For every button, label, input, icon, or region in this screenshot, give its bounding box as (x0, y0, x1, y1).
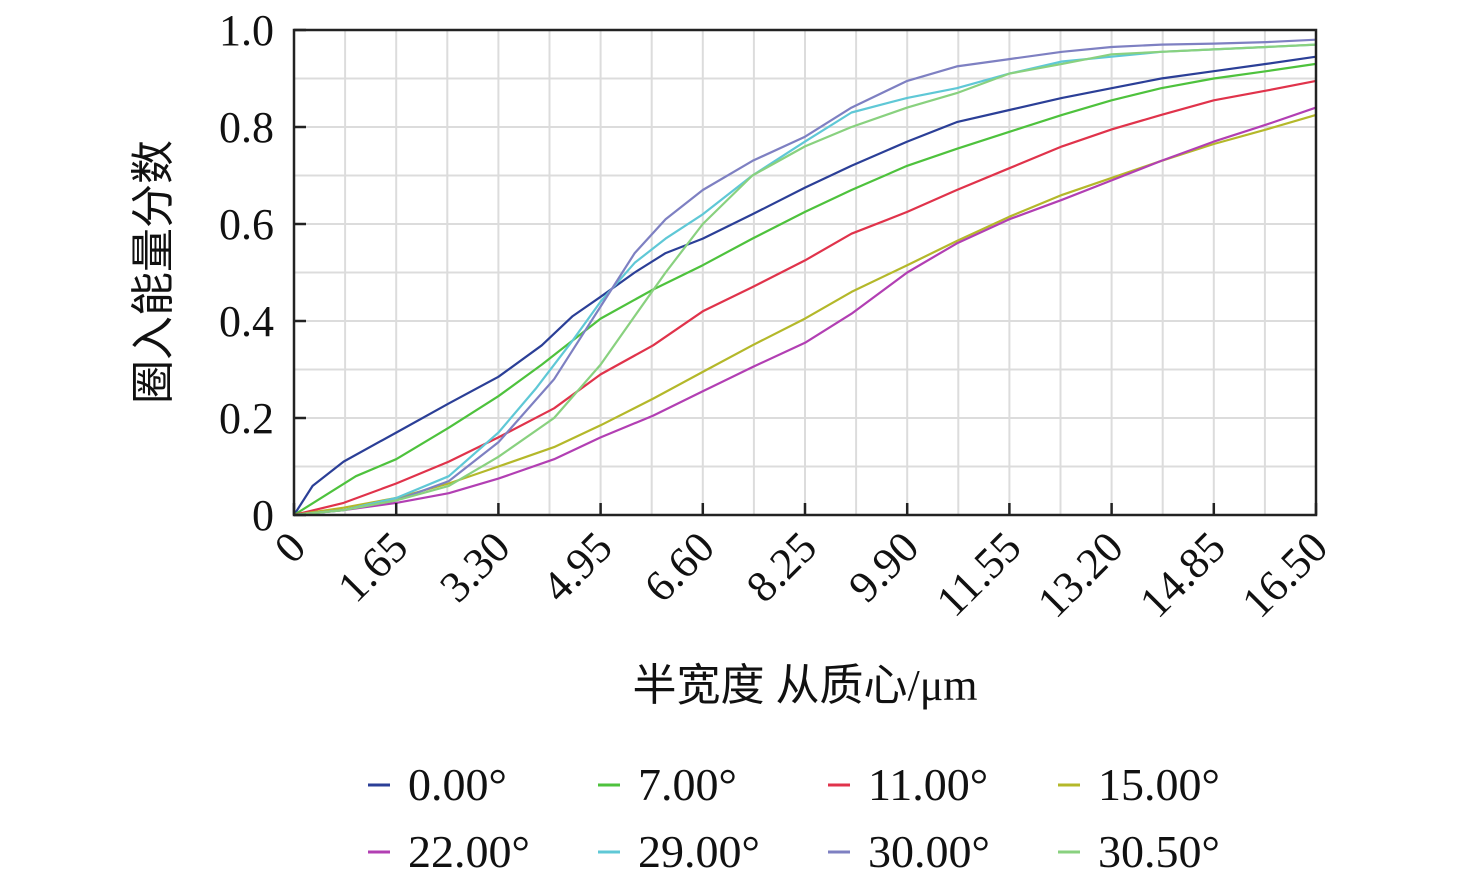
y-tick-label: 1.0 (219, 6, 274, 55)
y-axis: 0 0.2 0.4 0.6 0.8 1.0 (219, 6, 306, 540)
x-tick-label: 4.95 (533, 522, 622, 611)
series-line-1 (293, 62, 1317, 516)
legend-item: 11.00° (828, 759, 988, 810)
y-tick-label: 0.4 (219, 297, 274, 346)
x-tick-label: 8.25 (737, 522, 826, 611)
legend-label: 30.50° (1098, 826, 1220, 877)
series-line-2 (293, 79, 1317, 517)
y-tick-label: 0 (252, 491, 274, 540)
x-tick-label: 14.85 (1130, 522, 1235, 627)
legend-item: 0.00° (368, 759, 507, 810)
series-lines (293, 38, 1317, 517)
legend-item: 15.00° (1058, 759, 1220, 810)
x-tick-label: 0 (265, 522, 315, 572)
legend-item: 29.00° (598, 826, 760, 877)
x-axis-title: 半宽度 从质心/μm (632, 661, 977, 710)
series-line-4 (293, 106, 1317, 517)
series-line-0 (293, 55, 1317, 516)
x-tick-label: 3.30 (430, 522, 519, 611)
legend-label: 11.00° (868, 759, 988, 810)
grid (293, 29, 1317, 516)
x-axis: 0 1.65 3.30 4.95 6.60 8.25 9.9011.5513.2014.85… (265, 503, 1337, 627)
x-tick-label: 6.60 (635, 522, 724, 611)
y-tick-label: 0.8 (219, 103, 274, 152)
legend-item: 7.00° (598, 759, 737, 810)
legend-label: 7.00° (638, 759, 737, 810)
y-tick-label: 0.2 (219, 394, 274, 443)
x-tick-label: 11.55 (927, 522, 1031, 626)
legend-label: 29.00° (638, 826, 760, 877)
x-tick-label: 13.20 (1028, 522, 1133, 627)
x-tick-label: 1.65 (328, 522, 417, 611)
legend-item: 22.00° (368, 826, 530, 877)
legend-label: 30.00° (868, 826, 990, 877)
y-tick-label: 0.6 (219, 200, 274, 249)
x-tick-label: 16.50 (1232, 522, 1337, 627)
legend-label: 0.00° (408, 759, 507, 810)
legend-label: 15.00° (1098, 759, 1220, 810)
series-line-7 (293, 43, 1317, 517)
y-axis-title: 圈入能量分数 (129, 140, 178, 404)
x-tick-label: 9.90 (839, 522, 928, 611)
legend-item: 30.50° (1058, 826, 1220, 877)
legend-label: 22.00° (408, 826, 530, 877)
legend-item: 30.00° (828, 826, 990, 877)
series-line-6 (293, 38, 1317, 517)
legend: 0.00° 7.00° 11.00° 15.00° 22.00° 29.00° 30.00°… (368, 759, 1220, 877)
